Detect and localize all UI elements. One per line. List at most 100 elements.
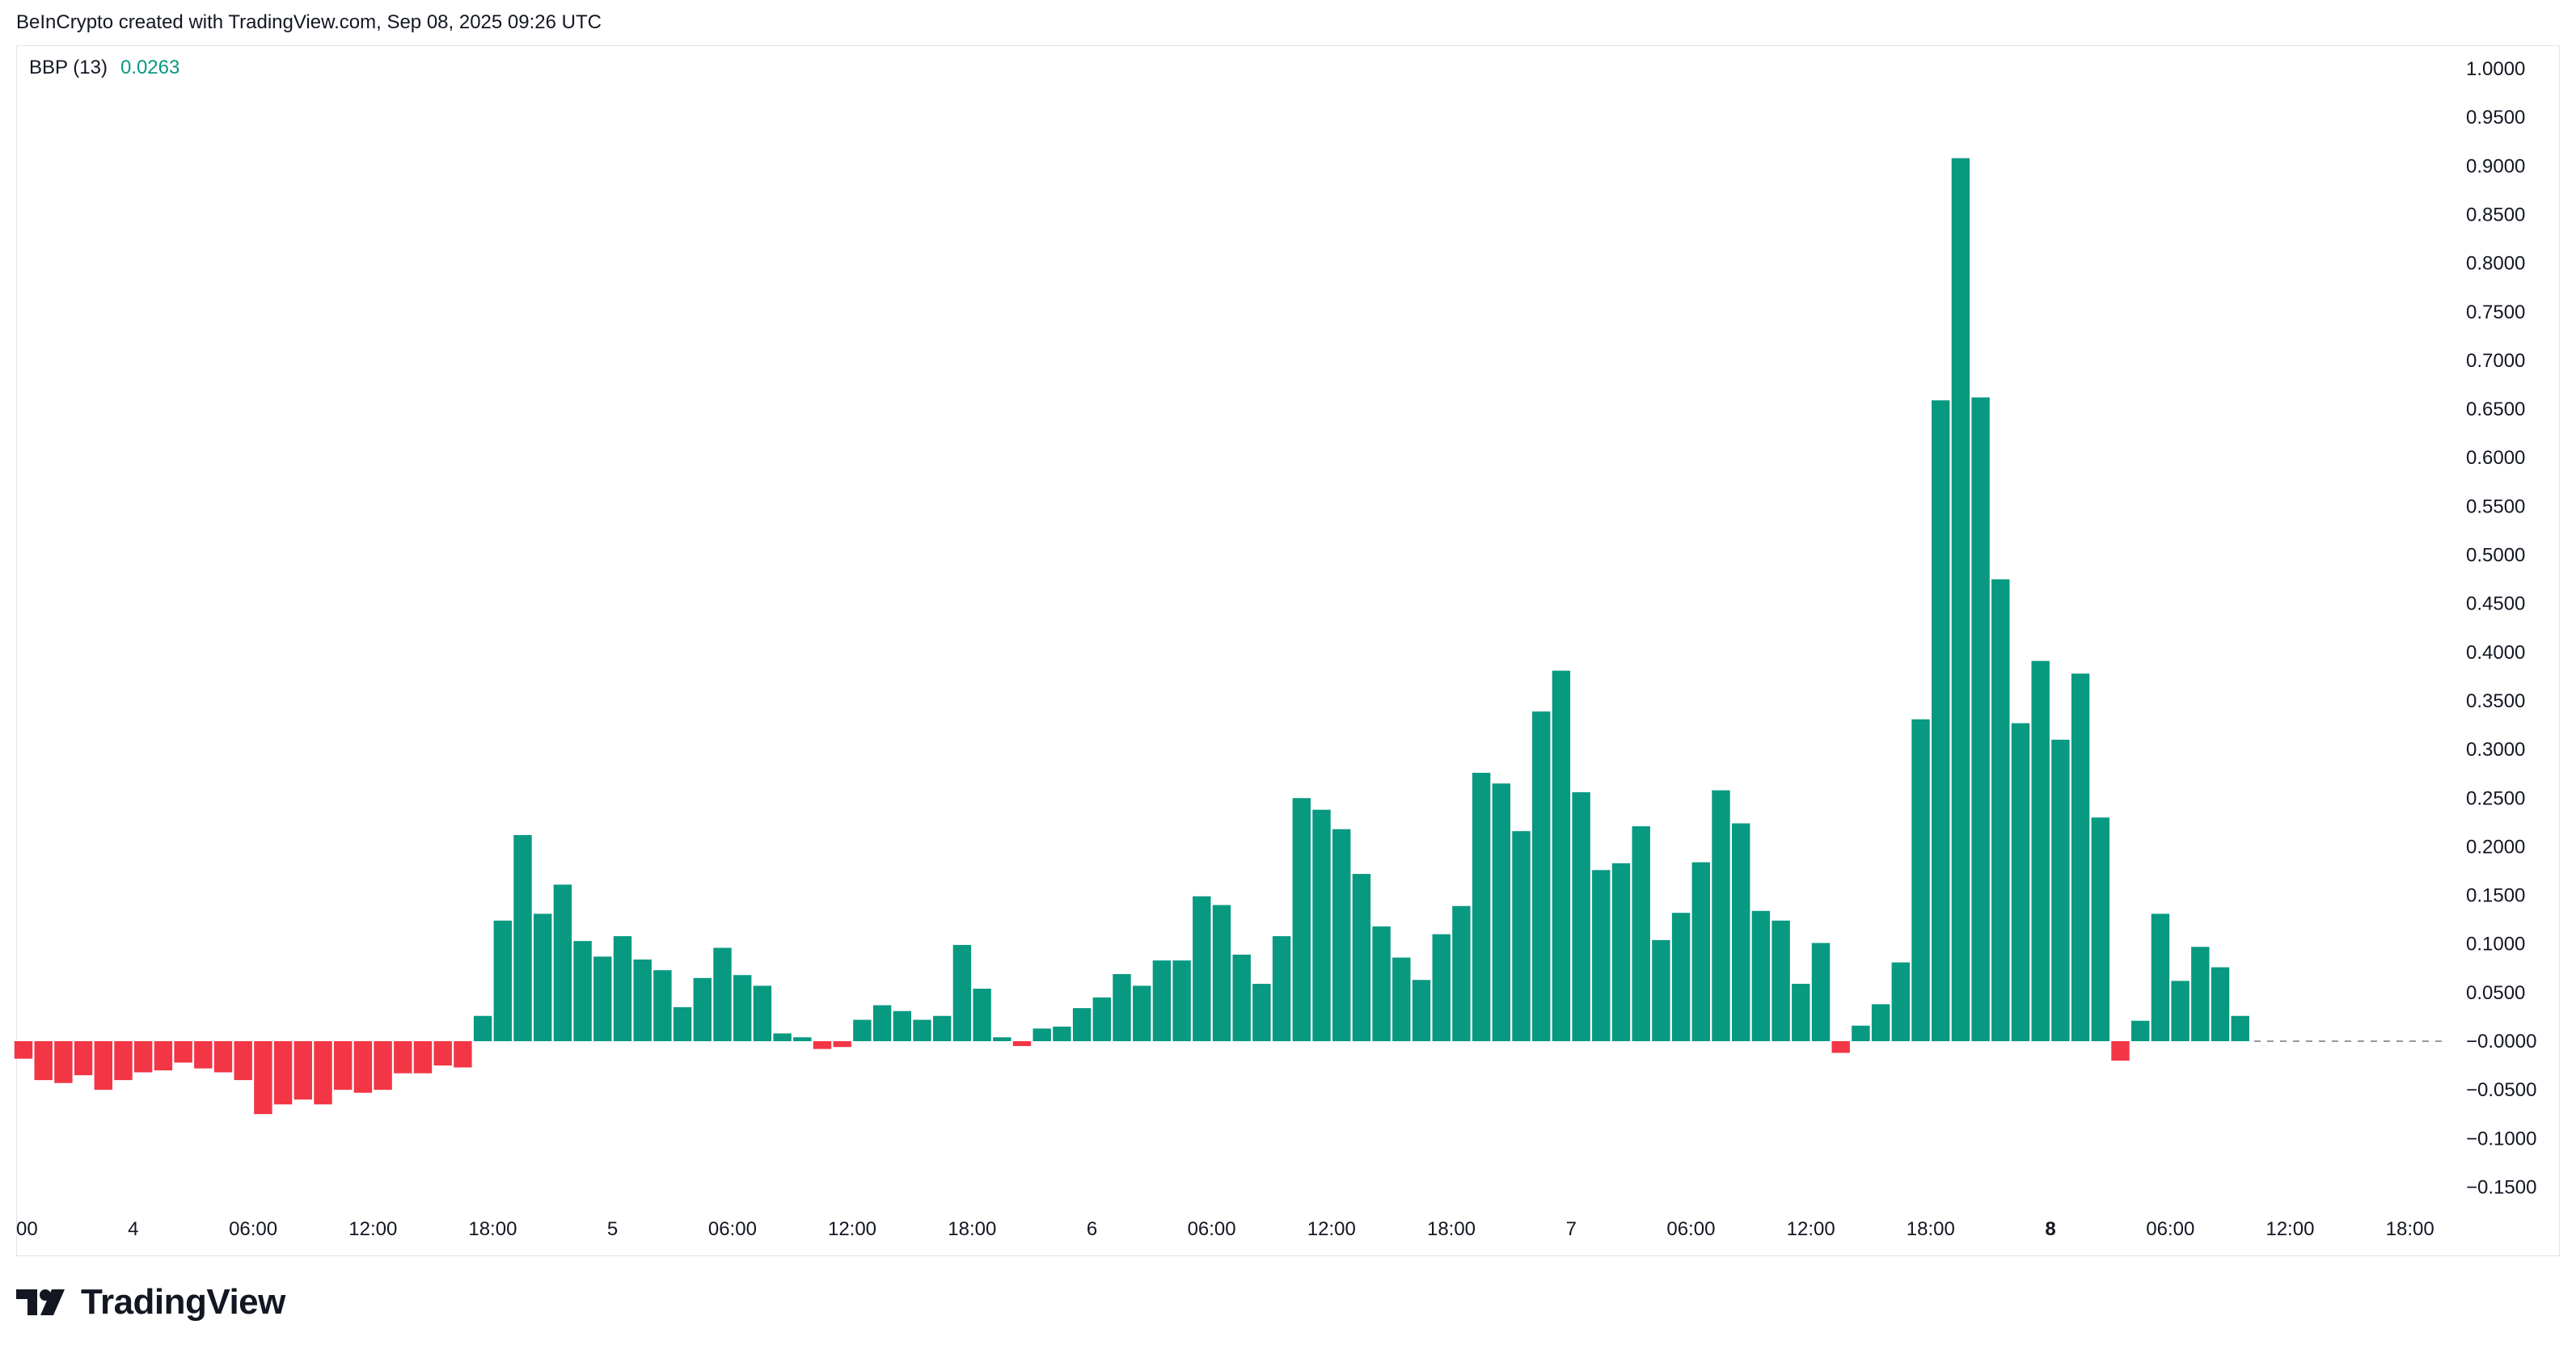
histogram-bar: [1532, 711, 1551, 1041]
histogram-bar: [2051, 740, 2070, 1041]
histogram-bar: [613, 936, 632, 1041]
histogram-bar: [174, 1041, 192, 1063]
x-tick-label: 18:00: [948, 1218, 996, 1240]
histogram-bar: [34, 1041, 53, 1081]
histogram-bar: [94, 1041, 112, 1091]
histogram-bar: [473, 1015, 492, 1041]
chart-frame: [16, 45, 2560, 1256]
histogram-bar: [2111, 1041, 2130, 1061]
x-tick-label: 18:00: [2386, 1218, 2435, 1240]
histogram-bar: [1492, 783, 1510, 1041]
histogram-bar: [913, 1019, 931, 1041]
y-tick-label: 0.6500: [2466, 399, 2525, 420]
histogram-bar: [1392, 957, 1411, 1041]
y-tick-label: 0.9000: [2466, 155, 2525, 177]
y-tick-label: 0.6000: [2466, 447, 2525, 469]
histogram-bar: [2031, 660, 2050, 1041]
y-tick-label: 0.7500: [2466, 302, 2525, 323]
histogram-bar: [433, 1041, 452, 1066]
histogram-bar: [1951, 158, 1970, 1042]
histogram-bar: [993, 1037, 1011, 1041]
y-tick-label: 0.1500: [2466, 885, 2525, 907]
histogram-bar: [1871, 1004, 1890, 1041]
y-tick-label: −0.1500: [2466, 1177, 2536, 1199]
histogram-bar: [973, 989, 991, 1041]
histogram-bar: [1472, 772, 1491, 1041]
y-tick-label: 1.0000: [2466, 58, 2525, 80]
histogram-bar: [633, 959, 652, 1041]
histogram-bar: [1232, 954, 1251, 1041]
indicator-legend[interactable]: BBP (13) 0.0263: [29, 57, 179, 79]
y-tick-label: 0.4500: [2466, 593, 2525, 615]
y-tick-label: 0.8500: [2466, 205, 2525, 226]
y-tick-label: 0.0500: [2466, 982, 2525, 1004]
histogram-bar: [1412, 980, 1431, 1041]
histogram-bar: [1911, 719, 1930, 1041]
histogram-bar: [534, 913, 552, 1041]
histogram-bar: [1852, 1025, 1870, 1041]
chart-credit: BeInCrypto created with TradingView.com,…: [16, 11, 602, 33]
histogram-bar: [1133, 985, 1151, 1041]
histogram-bar: [1033, 1028, 1051, 1041]
histogram-bar: [952, 944, 972, 1041]
histogram-bar: [1772, 920, 1790, 1041]
histogram-bar: [1632, 826, 1650, 1041]
histogram-bar: [273, 1041, 293, 1105]
histogram-bar: [1072, 1008, 1092, 1041]
histogram-bar: [1452, 905, 1471, 1041]
histogram-bar: [353, 1041, 373, 1093]
histogram-bar: [813, 1041, 832, 1049]
histogram-bar: [553, 884, 572, 1041]
histogram-bar: [1432, 934, 1451, 1041]
histogram-bar: [334, 1041, 353, 1091]
histogram-bar: [2091, 817, 2109, 1041]
x-tick-label: 18:00: [468, 1218, 517, 1240]
histogram-bar: [54, 1041, 73, 1083]
histogram-bar: [1012, 1041, 1032, 1047]
histogram-bar: [2131, 1020, 2150, 1041]
y-tick-label: 0.3500: [2466, 690, 2525, 712]
histogram-bar: [2191, 947, 2210, 1041]
x-tick-label: 12:00: [348, 1218, 397, 1240]
x-tick-label: 7: [1566, 1218, 1577, 1240]
histogram-bar: [74, 1041, 93, 1076]
y-tick-label: 0.8000: [2466, 253, 2525, 275]
x-tick-label: 5: [607, 1218, 618, 1240]
histogram-bar: [234, 1041, 252, 1081]
histogram-bar: [2151, 913, 2170, 1041]
indicator-value: 0.0263: [120, 57, 180, 78]
histogram-bar: [1811, 943, 1831, 1041]
y-axis: 1.0000 0.9500 0.9000 0.8500 0.8000 0.7500 0.70…: [2466, 58, 2536, 1199]
histogram-bar: [1272, 936, 1291, 1041]
y-tick-label: 0.2500: [2466, 787, 2525, 809]
histogram-bar: [713, 947, 732, 1041]
histogram-bar: [2071, 673, 2090, 1041]
histogram-bar: [653, 970, 672, 1041]
histogram-bar: [1332, 829, 1351, 1041]
histogram-bar: [1113, 973, 1131, 1041]
histogram-bar: [1592, 870, 1611, 1041]
histogram-bar: [1372, 926, 1391, 1041]
histogram-bar: [853, 1019, 872, 1041]
histogram-bar: [114, 1041, 133, 1081]
tradingview-logo-icon: [16, 1289, 65, 1315]
indicator-name: BBP (13): [29, 57, 108, 78]
histogram-bar: [1292, 798, 1311, 1041]
histogram-bar: [2211, 967, 2230, 1041]
x-tick-label: 06:00: [2146, 1218, 2194, 1240]
histogram-bar: [753, 985, 772, 1041]
histogram-bar: [1552, 670, 1571, 1041]
histogram-bar: [893, 1010, 911, 1041]
histogram-bar: [293, 1041, 312, 1100]
histogram-bar: [593, 956, 612, 1041]
histogram-bar: [1732, 823, 1750, 1041]
histogram-bar: [872, 1005, 892, 1041]
histogram-bar: [673, 1006, 692, 1041]
tradingview-logo[interactable]: TradingView: [16, 1282, 285, 1323]
histogram-bar: [2171, 981, 2190, 1041]
histogram-bar: [1831, 1041, 1850, 1053]
histogram-bar: [1312, 809, 1331, 1041]
histogram-bar: [394, 1041, 412, 1074]
